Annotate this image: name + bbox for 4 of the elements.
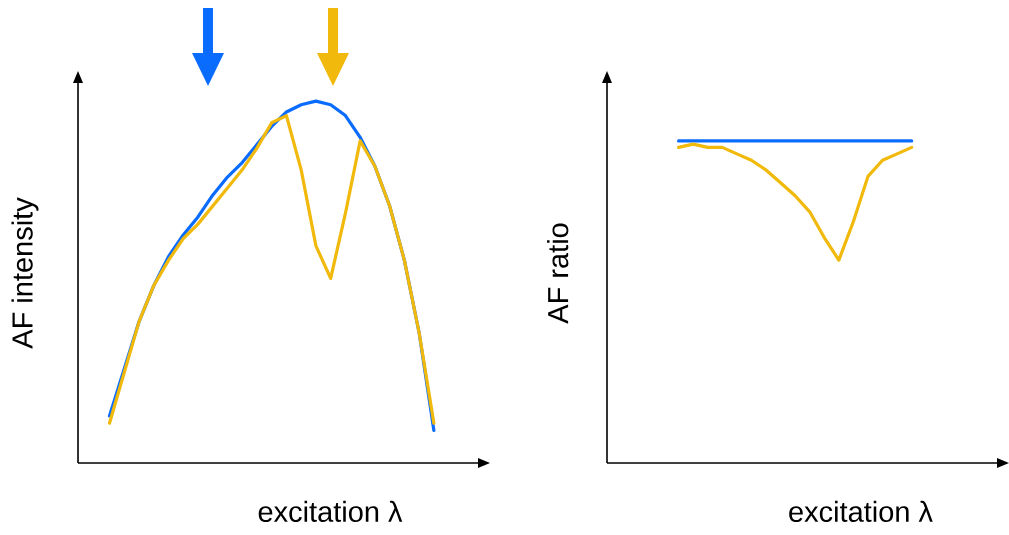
x-axis-title: excitation λ bbox=[258, 500, 403, 523]
y-axis-title: AF intensity bbox=[11, 197, 39, 349]
y-axis-title: AF ratio bbox=[547, 223, 569, 324]
x-axis-title: excitation λ bbox=[789, 500, 933, 523]
